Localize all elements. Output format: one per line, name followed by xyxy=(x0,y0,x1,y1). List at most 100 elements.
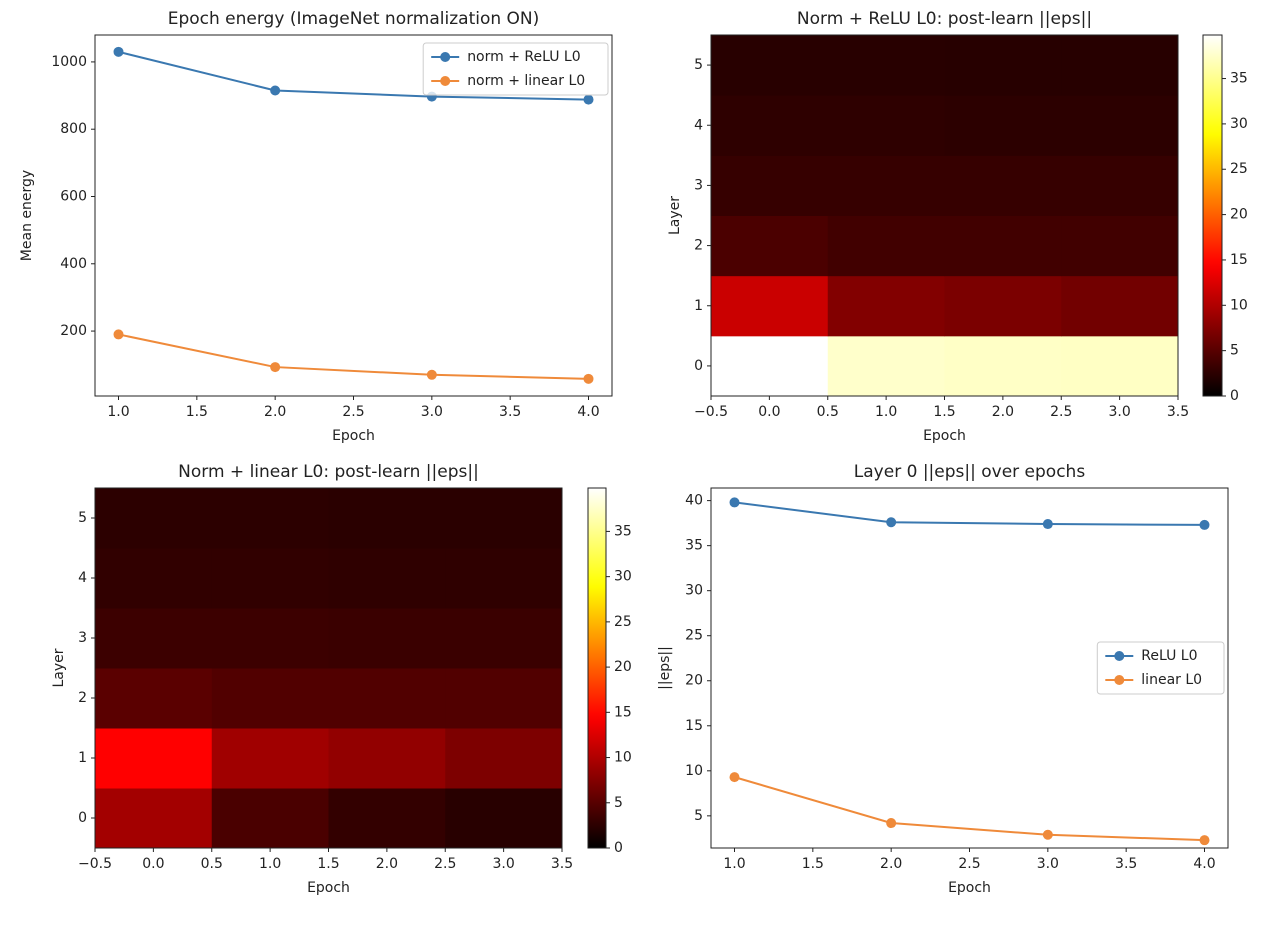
point xyxy=(729,497,740,508)
heatmap-cell xyxy=(95,728,213,789)
colorbar-tick-label: 35 xyxy=(1230,71,1248,87)
heatmap-cell xyxy=(827,155,945,216)
point xyxy=(1042,519,1053,530)
y-tick-label: 35 xyxy=(685,538,703,554)
colorbar-tick-label: 10 xyxy=(614,750,632,766)
x-tick-label: 3.5 xyxy=(1167,404,1189,420)
point xyxy=(270,85,281,96)
heatmap-cell xyxy=(211,608,329,669)
x-axis-label: Epoch xyxy=(923,428,966,444)
heatmap-cell xyxy=(944,215,1062,277)
x-tick-label: 3.5 xyxy=(551,856,573,872)
y-tick-label: 1 xyxy=(78,750,87,766)
y-tick-label: 200 xyxy=(60,323,87,339)
x-tick-label: −0.5 xyxy=(78,856,112,872)
heatmap-cell xyxy=(944,335,1062,397)
x-tick-label: 3.5 xyxy=(1115,856,1137,872)
colorbar-tick-label: 0 xyxy=(614,840,623,856)
x-tick-label: 1.0 xyxy=(875,404,897,420)
heatmap-cell xyxy=(445,548,563,609)
x-tick-label: 0.5 xyxy=(201,856,223,872)
heatmap-cell xyxy=(328,788,446,849)
colorbar-tick-label: 10 xyxy=(1230,297,1248,313)
heatmap-cell xyxy=(827,335,945,397)
y-tick-label: 5 xyxy=(694,57,703,73)
heatmap-cell xyxy=(211,668,329,729)
heatmap-cell xyxy=(445,788,563,849)
y-tick-label: 30 xyxy=(685,583,703,599)
x-tick-label: 2.0 xyxy=(992,404,1014,420)
heatmap-cell xyxy=(445,608,563,669)
colorbar-tick-label: 30 xyxy=(614,569,632,585)
x-tick-label: 2.5 xyxy=(342,404,364,420)
colorbar-tick-label: 5 xyxy=(1230,343,1239,359)
heatmap-cell xyxy=(95,668,213,729)
x-tick-label: 1.5 xyxy=(186,404,208,420)
colorbar-tick-label: 35 xyxy=(614,523,632,539)
heatmap-cell xyxy=(211,788,329,849)
heatmap-cell xyxy=(711,35,829,96)
series-line xyxy=(734,776,1205,842)
heatmap-cell xyxy=(445,728,563,789)
heatmap-cell xyxy=(211,548,329,609)
series-line xyxy=(734,501,1205,526)
y-tick-label: 2 xyxy=(78,690,87,706)
point xyxy=(886,517,897,528)
point xyxy=(1199,519,1210,530)
heatmap-cell xyxy=(944,35,1062,96)
y-tick-label: 25 xyxy=(685,628,703,644)
y-axis-label: Mean energy xyxy=(19,170,35,261)
y-tick-label: 1 xyxy=(694,298,703,314)
heatmap-cell xyxy=(827,95,945,156)
x-tick-label: 0.0 xyxy=(142,856,164,872)
chart-title: Epoch energy (ImageNet normalization ON) xyxy=(168,9,540,29)
colorbar xyxy=(587,487,607,849)
x-tick-label: 1.0 xyxy=(259,856,281,872)
heatmap-cell xyxy=(95,788,213,849)
heatmap-cell xyxy=(328,488,446,549)
legend-label: norm + linear L0 xyxy=(467,73,585,89)
x-tick-label: 1.0 xyxy=(723,856,745,872)
y-tick-label: 2 xyxy=(694,238,703,254)
heatmap-cell xyxy=(1061,275,1179,337)
y-tick-label: 20 xyxy=(685,673,703,689)
point xyxy=(729,772,740,783)
heatmap-cell xyxy=(711,155,829,216)
y-axis-label: ||eps|| xyxy=(657,646,673,690)
x-axis-label: Epoch xyxy=(332,428,375,444)
heatmap-cell xyxy=(445,488,563,549)
heatmap-cell xyxy=(827,275,945,337)
axes-frame xyxy=(710,487,1229,849)
heatmap-cell xyxy=(1061,95,1179,156)
x-tick-label: 3.5 xyxy=(499,404,521,420)
x-tick-label: 2.0 xyxy=(264,404,286,420)
y-tick-label: 5 xyxy=(78,510,87,526)
x-tick-label: 2.0 xyxy=(880,856,902,872)
y-axis-label: Layer xyxy=(667,196,683,235)
y-tick-label: 800 xyxy=(60,121,87,137)
heatmap-cell xyxy=(328,668,446,729)
series-line xyxy=(118,333,589,380)
point xyxy=(113,329,124,340)
x-axis-label: Epoch xyxy=(307,880,350,896)
y-tick-label: 600 xyxy=(60,188,87,204)
heatmap-cell xyxy=(711,95,829,156)
y-axis-label: Layer xyxy=(51,648,67,687)
y-tick-label: 40 xyxy=(685,493,703,509)
x-tick-label: −0.5 xyxy=(694,404,728,420)
colorbar-tick-label: 25 xyxy=(614,614,632,630)
legend-label: norm + ReLU L0 xyxy=(467,49,580,65)
x-tick-label: 3.0 xyxy=(492,856,514,872)
heatmap-cell xyxy=(95,488,213,549)
chart-title: Norm + ReLU L0: post-learn ||eps|| xyxy=(797,9,1092,29)
heatmap-cell xyxy=(944,95,1062,156)
heatmap-cell xyxy=(211,488,329,549)
heatmap-cell xyxy=(328,728,446,789)
y-tick-label: 10 xyxy=(685,763,703,779)
x-tick-label: 1.5 xyxy=(317,856,339,872)
y-tick-label: 4 xyxy=(78,570,87,586)
heatmap-cell xyxy=(1061,35,1179,96)
heatmap-cell xyxy=(1061,335,1179,397)
y-tick-label: 5 xyxy=(694,808,703,824)
